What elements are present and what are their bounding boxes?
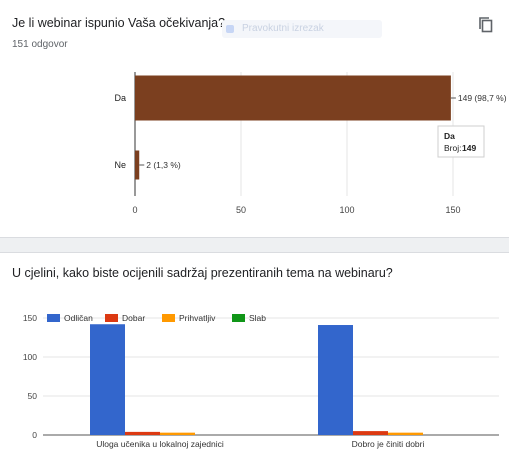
bar-prihvatljiv xyxy=(388,432,423,435)
category-label: Dobro je činiti dobri xyxy=(352,439,425,449)
tooltip-box xyxy=(437,125,485,158)
bar-odličan xyxy=(318,325,353,435)
bar-dobar xyxy=(125,431,160,435)
y-tick-label: 50 xyxy=(28,391,38,401)
bar-dobar xyxy=(353,431,388,435)
bar-chart-content-rating: 0 50 100 150 Odličan Dobar Prihvatljiv Slab Ulog… xyxy=(23,313,499,449)
question-title: U cjelini, kako biste ocijenili sadržaj … xyxy=(12,266,393,280)
y-tick-label: 0 xyxy=(32,430,37,440)
hover-tooltip: Da Broj: 149 xyxy=(437,125,485,158)
bar-da xyxy=(135,75,451,121)
snip-tooltip: Pravokutni izrezak xyxy=(222,20,382,38)
x-tick-label: 100 xyxy=(339,205,354,215)
legend-label: Odličan xyxy=(64,313,93,323)
legend-label: Slab xyxy=(249,313,266,323)
category-label: Uloga učenika u lokalnoj zajednici xyxy=(96,439,224,449)
legend-swatch-odličan xyxy=(47,314,60,322)
y-tick-label: 100 xyxy=(23,352,37,362)
legend-label: Prihvatljiv xyxy=(179,313,216,323)
snip-tooltip-label: Pravokutni izrezak xyxy=(242,23,324,34)
x-tick-label: 150 xyxy=(445,205,460,215)
bar-odličan xyxy=(90,324,125,435)
copy-icon xyxy=(479,17,493,33)
question-card-content-rating: U cjelini, kako biste ocijenili sadržaj … xyxy=(0,252,509,470)
category-label: Da xyxy=(114,93,126,103)
data-label: 2 (1,3 %) xyxy=(146,160,181,170)
tooltip-label: Broj: xyxy=(444,143,461,153)
y-tick-label: 150 xyxy=(23,313,37,323)
data-label: 149 (98,7 %) xyxy=(458,93,507,103)
bar-chart-expectations: 0 50 100 150 Da 149 (98,7 %) Ne 2 (1,3 %) Da Broj… xyxy=(114,72,507,215)
category-label: Ne xyxy=(114,160,126,170)
legend-swatch-dobar xyxy=(105,314,118,322)
question-title: Je li webinar ispunio Vaša očekivanja? xyxy=(12,16,226,30)
legend-swatch-slab xyxy=(232,314,245,322)
bar-ne xyxy=(135,150,140,180)
tooltip-value: 149 xyxy=(462,143,476,153)
x-tick-label: 0 xyxy=(132,205,137,215)
snip-icon xyxy=(226,25,234,33)
response-count: 151 odgovor xyxy=(12,39,68,50)
copy-chart-button[interactable] xyxy=(478,16,494,34)
legend-label: Dobar xyxy=(122,313,145,323)
bar-prihvatljiv xyxy=(160,432,195,435)
x-tick-label: 50 xyxy=(236,205,246,215)
tooltip-category: Da xyxy=(444,131,455,141)
question-card-expectations: Je li webinar ispunio Vaša očekivanja? 1… xyxy=(0,0,509,238)
legend-swatch-prihvatljiv xyxy=(162,314,175,322)
